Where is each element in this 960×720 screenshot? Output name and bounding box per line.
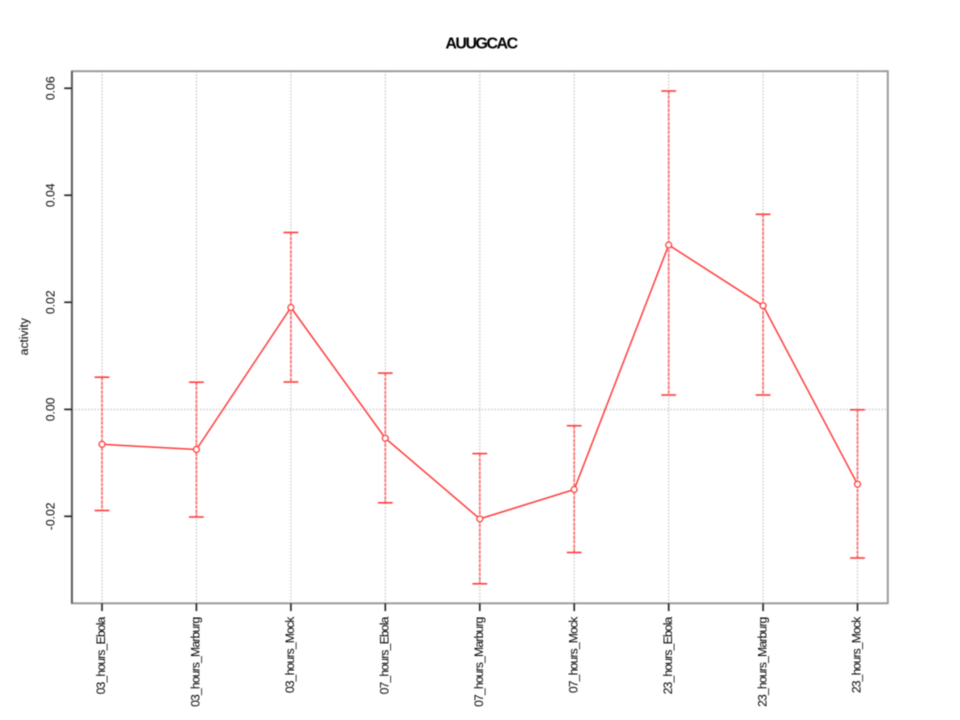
- svg-text:03_hours_Mock: 03_hours_Mock: [283, 616, 297, 693]
- svg-text:23_hours_Marburg: 23_hours_Marburg: [755, 617, 769, 706]
- svg-text:23_hours_Ebola: 23_hours_Ebola: [661, 616, 675, 694]
- svg-text:07_hours_Marburg: 07_hours_Marburg: [472, 617, 486, 706]
- svg-text:07_hours_Mock: 07_hours_Mock: [566, 616, 580, 693]
- svg-text:23_hours_Mock: 23_hours_Mock: [850, 616, 864, 693]
- svg-text:03_hours_Marburg: 03_hours_Marburg: [189, 617, 203, 706]
- svg-text:0.04: 0.04: [44, 183, 58, 207]
- svg-text:activity: activity: [17, 317, 31, 355]
- svg-text:0.06: 0.06: [44, 76, 58, 100]
- svg-text:AUUGCAC: AUUGCAC: [445, 36, 518, 53]
- svg-text:07_hours_Ebola: 07_hours_Ebola: [378, 616, 392, 694]
- svg-text:03_hours_Ebola: 03_hours_Ebola: [94, 616, 108, 694]
- svg-text:0.00: 0.00: [44, 397, 58, 421]
- svg-text:0.02: 0.02: [44, 290, 58, 314]
- svg-text:-0.02: -0.02: [44, 502, 58, 530]
